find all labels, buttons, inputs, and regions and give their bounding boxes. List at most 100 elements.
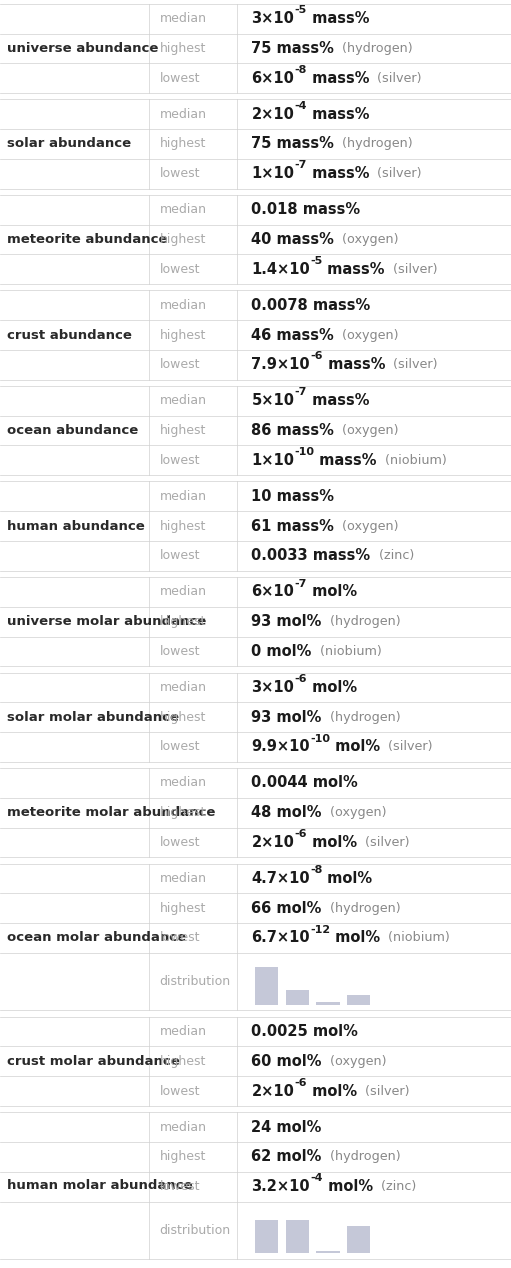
- Text: solar abundance: solar abundance: [7, 137, 131, 151]
- Text: (oxygen): (oxygen): [334, 328, 399, 341]
- Text: lowest: lowest: [159, 1084, 200, 1098]
- Text: -7: -7: [294, 388, 307, 397]
- Text: 1×10: 1×10: [251, 453, 294, 468]
- Text: -5: -5: [294, 5, 307, 15]
- Text: 0.018 mass%: 0.018 mass%: [251, 202, 361, 217]
- Text: (zinc): (zinc): [373, 1181, 416, 1193]
- Text: 0.0078 mass%: 0.0078 mass%: [251, 298, 370, 313]
- Text: meteorite molar abundance: meteorite molar abundance: [7, 806, 215, 819]
- Text: 4.7×10: 4.7×10: [251, 871, 310, 886]
- Text: -6: -6: [294, 1078, 307, 1088]
- Text: median: median: [159, 1121, 206, 1134]
- Text: 75 mass%: 75 mass%: [251, 137, 334, 151]
- Text: (niobium): (niobium): [312, 645, 382, 658]
- Text: 93 mol%: 93 mol%: [251, 710, 322, 724]
- Text: 0 mol%: 0 mol%: [251, 644, 312, 659]
- Text: 48 mol%: 48 mol%: [251, 805, 322, 820]
- Text: 62 mol%: 62 mol%: [251, 1149, 322, 1164]
- Text: mol%: mol%: [330, 739, 380, 754]
- Text: 6×10: 6×10: [251, 71, 294, 86]
- Text: lowest: lowest: [159, 167, 200, 180]
- Text: 61 mass%: 61 mass%: [251, 519, 334, 534]
- Bar: [286, 1220, 309, 1253]
- Text: highest: highest: [159, 137, 206, 151]
- Text: mol%: mol%: [307, 680, 357, 695]
- Text: lowest: lowest: [159, 454, 200, 467]
- Text: -6: -6: [294, 675, 307, 683]
- Text: lowest: lowest: [159, 741, 200, 753]
- Text: lowest: lowest: [159, 645, 200, 658]
- Text: solar molar abundance: solar molar abundance: [7, 710, 179, 724]
- Text: -10: -10: [310, 734, 330, 743]
- Text: lowest: lowest: [159, 549, 200, 562]
- Text: (silver): (silver): [357, 836, 409, 850]
- Text: lowest: lowest: [159, 72, 200, 85]
- Text: mass%: mass%: [322, 358, 385, 373]
- Text: median: median: [159, 586, 206, 598]
- Text: -5: -5: [310, 256, 322, 266]
- Text: highest: highest: [159, 1055, 206, 1068]
- Text: distribution: distribution: [159, 1224, 230, 1236]
- Text: 9.9×10: 9.9×10: [251, 739, 310, 754]
- Text: 3×10: 3×10: [251, 680, 294, 695]
- Text: (silver): (silver): [385, 359, 437, 372]
- Text: 0.0033 mass%: 0.0033 mass%: [251, 548, 370, 563]
- Text: 24 mol%: 24 mol%: [251, 1120, 322, 1135]
- Bar: [347, 994, 370, 1004]
- Text: -8: -8: [310, 865, 322, 875]
- Text: 6×10: 6×10: [251, 585, 294, 600]
- Text: mol%: mol%: [322, 871, 373, 886]
- Text: 1×10: 1×10: [251, 166, 294, 181]
- Text: (oxygen): (oxygen): [334, 424, 399, 437]
- Text: crust molar abundance: crust molar abundance: [7, 1055, 179, 1068]
- Text: 93 mol%: 93 mol%: [251, 614, 322, 629]
- Text: 75 mass%: 75 mass%: [251, 41, 334, 56]
- Text: median: median: [159, 776, 206, 790]
- Text: mol%: mol%: [307, 834, 357, 850]
- Text: highest: highest: [159, 902, 206, 914]
- Text: highest: highest: [159, 615, 206, 628]
- Text: ocean abundance: ocean abundance: [7, 424, 138, 437]
- Text: (silver): (silver): [380, 741, 433, 753]
- Text: 0.0025 mol%: 0.0025 mol%: [251, 1025, 358, 1038]
- Text: (oxygen): (oxygen): [322, 806, 386, 819]
- Text: lowest: lowest: [159, 359, 200, 372]
- Text: (hydrogen): (hydrogen): [322, 615, 401, 628]
- Text: (hydrogen): (hydrogen): [322, 902, 401, 914]
- Text: 10 mass%: 10 mass%: [251, 489, 334, 503]
- Text: lowest: lowest: [159, 836, 200, 850]
- Text: median: median: [159, 872, 206, 885]
- Text: highest: highest: [159, 424, 206, 437]
- Text: 7.9×10: 7.9×10: [251, 358, 310, 373]
- Text: median: median: [159, 1025, 206, 1038]
- Text: meteorite abundance: meteorite abundance: [7, 233, 167, 246]
- Text: distribution: distribution: [159, 975, 230, 988]
- Text: (silver): (silver): [357, 1084, 409, 1098]
- Text: mol%: mol%: [307, 1084, 357, 1098]
- Text: -6: -6: [294, 829, 307, 839]
- Bar: [316, 1252, 340, 1253]
- Text: mass%: mass%: [322, 261, 385, 276]
- Text: (silver): (silver): [369, 167, 422, 180]
- Text: median: median: [159, 108, 206, 120]
- Text: (niobium): (niobium): [380, 932, 450, 945]
- Text: (oxygen): (oxygen): [322, 1055, 386, 1068]
- Text: mol%: mol%: [330, 931, 380, 946]
- Text: median: median: [159, 489, 206, 503]
- Text: median: median: [159, 681, 206, 694]
- Text: highest: highest: [159, 233, 206, 246]
- Text: lowest: lowest: [159, 1181, 200, 1193]
- Text: -8: -8: [294, 65, 307, 75]
- Text: (silver): (silver): [385, 262, 437, 275]
- Text: 46 mass%: 46 mass%: [251, 327, 334, 342]
- Text: 2×10: 2×10: [251, 834, 294, 850]
- Text: crust abundance: crust abundance: [7, 328, 131, 341]
- Text: (hydrogen): (hydrogen): [334, 42, 413, 55]
- Text: 6.7×10: 6.7×10: [251, 931, 310, 946]
- Text: 3×10: 3×10: [251, 11, 294, 27]
- Text: universe molar abundance: universe molar abundance: [7, 615, 206, 628]
- Text: 66 mol%: 66 mol%: [251, 900, 322, 915]
- Text: highest: highest: [159, 42, 206, 55]
- Text: ocean molar abundance: ocean molar abundance: [7, 931, 186, 943]
- Text: mass%: mass%: [307, 166, 369, 181]
